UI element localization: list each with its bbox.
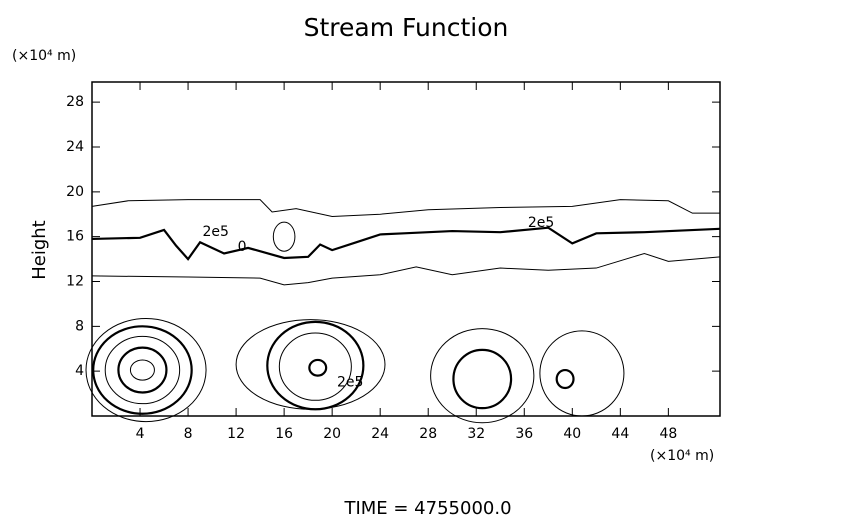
y-tick-label: 28 xyxy=(66,94,84,110)
y-axis-label: Height xyxy=(29,220,50,280)
contour-ring xyxy=(266,320,365,411)
contour-ring xyxy=(452,348,513,410)
x-tick-label: 20 xyxy=(323,426,341,442)
y-tick-label: 24 xyxy=(66,139,84,155)
y-tick-label: 4 xyxy=(75,363,84,379)
plot-frame xyxy=(91,81,721,417)
y-tick-label: 8 xyxy=(75,318,84,334)
contour-ring xyxy=(235,319,386,410)
footer: TIME = 4755000.0 xyxy=(343,498,511,519)
contour-ring xyxy=(129,359,155,381)
contour-ring xyxy=(430,328,535,424)
x-tick-label: 48 xyxy=(659,426,677,442)
contour-ring xyxy=(104,335,181,405)
y-tick-label: 12 xyxy=(66,274,84,290)
contour-line xyxy=(91,252,721,286)
x-tick-label: 4 xyxy=(136,426,145,442)
x-tick-label: 36 xyxy=(515,426,533,442)
contour-ring xyxy=(85,317,207,423)
x-tick-label: 28 xyxy=(419,426,437,442)
x-tick-label: 12 xyxy=(227,426,245,442)
y-tick-label: 16 xyxy=(66,229,84,245)
x-tick-label: 16 xyxy=(275,426,293,442)
contour-ring xyxy=(555,368,575,390)
chart-title: Stream Function xyxy=(304,13,509,42)
contour-line xyxy=(91,226,721,261)
y-unit: (×10⁴ m) xyxy=(12,48,76,64)
contour-line xyxy=(91,199,720,217)
x-tick-label: 44 xyxy=(611,426,629,442)
y-tick-label: 20 xyxy=(66,184,84,200)
contour-label: 0 xyxy=(238,239,247,255)
x-tick-label: 40 xyxy=(563,426,581,442)
contour-label: 2e5 xyxy=(337,374,363,390)
contour-ring xyxy=(539,330,625,417)
x-tick-label: 8 xyxy=(184,426,193,442)
contour-ring xyxy=(117,346,168,394)
x-unit: (×10⁴ m) xyxy=(650,448,714,464)
contour-ring xyxy=(92,325,193,415)
x-tick-label: 32 xyxy=(467,426,485,442)
contour-ring xyxy=(308,358,328,377)
contour-ring xyxy=(278,332,352,401)
x-tick-label: 24 xyxy=(371,426,389,442)
contour-ring xyxy=(272,221,296,252)
contour-label: 2e5 xyxy=(202,224,228,240)
contour-label: 2e5 xyxy=(528,215,554,231)
